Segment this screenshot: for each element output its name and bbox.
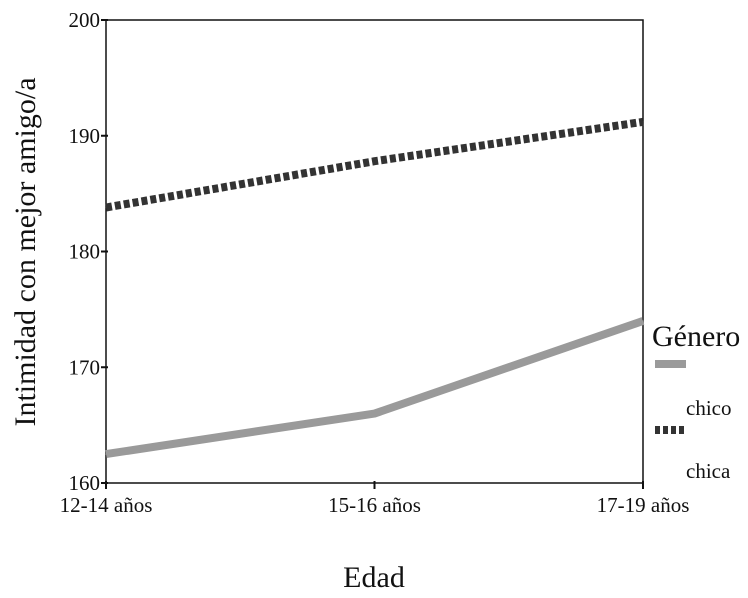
data-point-chico [642, 320, 644, 322]
legend-title: Género [652, 320, 740, 353]
series-layer [105, 117, 645, 459]
y-axis-ticks: 160 170 180 190 200 [69, 8, 108, 495]
data-point-chico [105, 453, 107, 455]
x-axis-ticks: 12-14 años 15-16 años 17-19 años [60, 481, 690, 517]
y-tick-label: 170 [69, 355, 101, 379]
legend-label-chica: chica [686, 459, 731, 483]
x-tick-label: 17-19 años [597, 493, 690, 517]
x-tick-label: 15-16 años [328, 493, 421, 517]
x-tick-label: 12-14 años [60, 493, 153, 517]
y-axis-title: Intimidad con mejor amigo/a [9, 77, 42, 426]
legend-label-chico: chico [686, 396, 731, 420]
data-point-chica [105, 207, 107, 209]
plot-area-frame [105, 19, 644, 484]
legend: Género chico chica [652, 320, 740, 483]
y-tick-label: 160 [69, 471, 101, 495]
data-point-chico [374, 413, 375, 415]
data-point-chica [374, 160, 375, 162]
y-tick-label: 200 [69, 8, 101, 32]
x-axis-title: Edad [343, 561, 405, 593]
y-tick-label: 180 [69, 240, 101, 264]
data-point-chica [642, 121, 644, 123]
y-tick-label: 190 [69, 124, 101, 148]
